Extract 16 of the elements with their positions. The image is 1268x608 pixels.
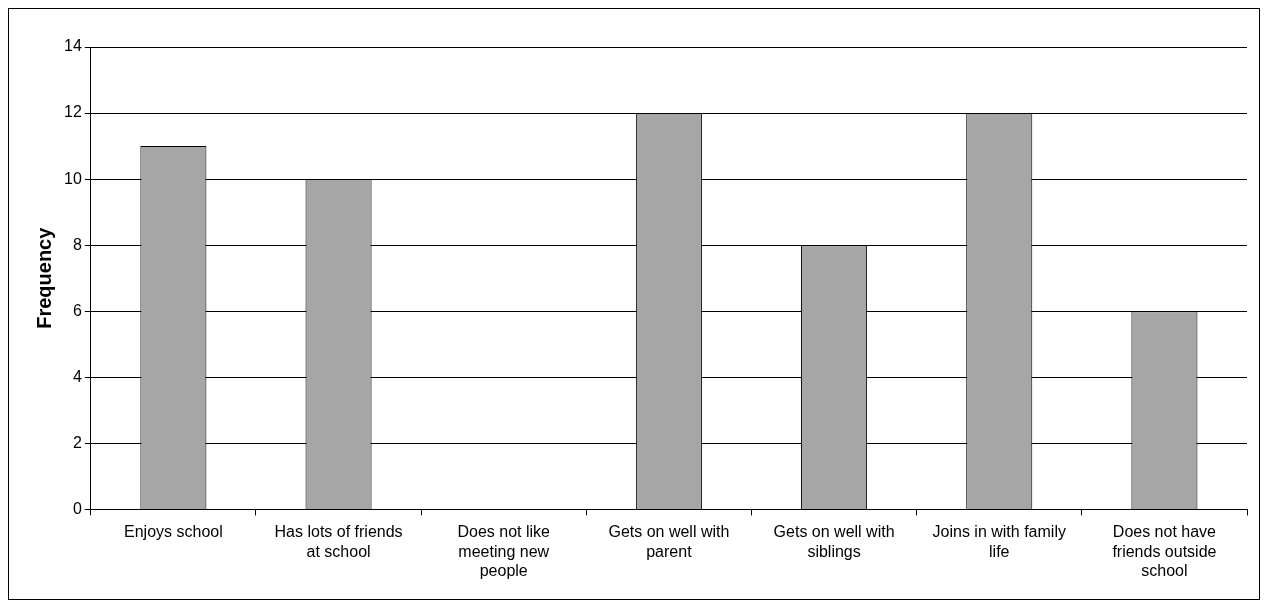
y-tick-label: 8 bbox=[72, 235, 82, 253]
x-tick-label: Joins in with family life bbox=[932, 523, 1066, 560]
y-tick-label: 14 bbox=[64, 37, 82, 55]
x-tick-label: Gets on well with parent bbox=[608, 523, 730, 560]
y-tick-label: 12 bbox=[64, 103, 82, 121]
x-tick-label: Enjoys school bbox=[124, 523, 223, 541]
y-tick-label: 2 bbox=[72, 433, 82, 451]
x-tick-label: Has lots of friends at school bbox=[274, 523, 403, 560]
y-tick-label: 4 bbox=[72, 367, 82, 385]
x-tick-label: Does not like meeting new people bbox=[457, 523, 551, 579]
x-tick-label: Does not have friends outside school bbox=[1112, 523, 1217, 579]
y-tick-label: 10 bbox=[64, 169, 82, 187]
y-tick-label: 6 bbox=[72, 301, 82, 319]
y-axis-title: Frequency bbox=[32, 226, 55, 329]
x-tick-label: Gets on well with siblings bbox=[773, 523, 895, 560]
y-tick-label: 0 bbox=[72, 499, 82, 517]
